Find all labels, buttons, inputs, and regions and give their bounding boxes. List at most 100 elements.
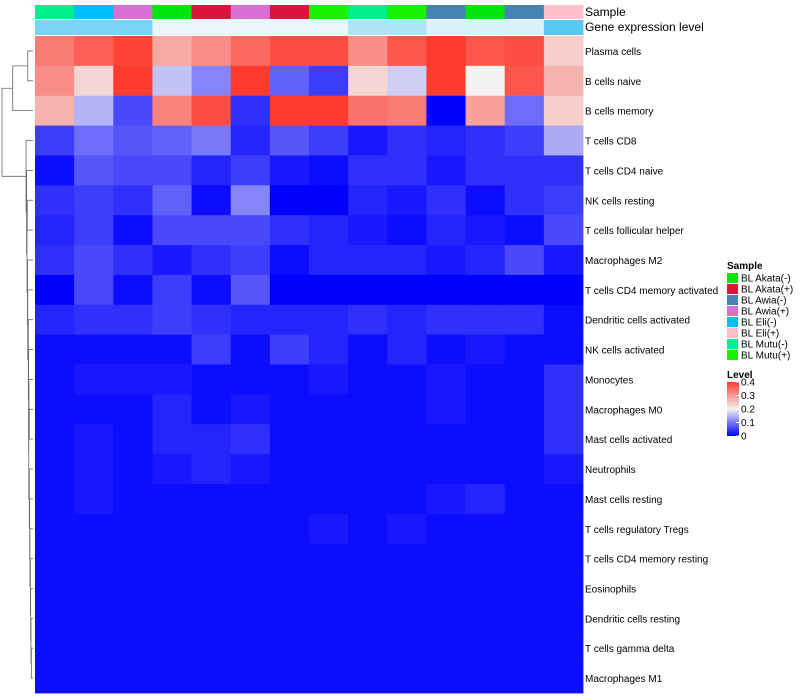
- heatmap-cell: [113, 304, 153, 336]
- heatmap-cell: [35, 185, 75, 216]
- heatmap-cell: [504, 185, 545, 216]
- sample-annotation-cell: [504, 5, 545, 19]
- heatmap-cell: [269, 633, 310, 664]
- heatmap-cell: [387, 304, 427, 336]
- heatmap-cell: [465, 364, 506, 395]
- sample-annotation-cell: [74, 5, 114, 19]
- heatmap-cell: [269, 215, 310, 246]
- heatmap-cell: [387, 603, 427, 634]
- sample-annotation-cell: [113, 5, 153, 19]
- heatmap-cell: [543, 215, 584, 246]
- heatmap-cell: [465, 36, 506, 67]
- heatmap-cell: [152, 454, 192, 485]
- row-label: T cells CD4 memory activated: [585, 286, 718, 297]
- heatmap-cell: [269, 573, 310, 604]
- heatmap-cell: [230, 155, 271, 186]
- heatmap-cell: [504, 155, 545, 186]
- dendrogram-branch: [29, 558, 33, 616]
- heatmap-cell: [543, 633, 584, 664]
- heatmap-cell: [35, 215, 75, 246]
- heatmap-cell: [35, 573, 75, 604]
- heatmap-cell: [543, 304, 584, 336]
- heatmap-cell: [543, 245, 584, 276]
- heatmap-cell: [309, 274, 349, 306]
- heatmap-cell: [230, 274, 271, 306]
- legend-level-tick-label: 0: [741, 432, 747, 443]
- heatmap-cell: [191, 573, 232, 604]
- heatmap-cell: [74, 364, 114, 395]
- dendrogram-branch: [27, 50, 33, 82]
- heatmap-cell: [269, 304, 310, 336]
- heatmap-cell: [348, 334, 388, 365]
- heatmap-cell: [35, 633, 75, 664]
- row-label: NK cells resting: [585, 196, 654, 207]
- heatmap-cell: [191, 454, 232, 485]
- expression-annotation-cell: [348, 20, 388, 35]
- heatmap-cell: [152, 215, 192, 246]
- heatmap-cell: [309, 65, 349, 97]
- heatmap-cell: [504, 603, 545, 634]
- heatmap-cell: [152, 513, 192, 545]
- heatmap-cell: [74, 603, 114, 634]
- row-label: NK cells activated: [585, 346, 664, 357]
- heatmap-cell: [230, 215, 271, 246]
- heatmap-cell: [230, 663, 271, 694]
- heatmap-cell: [309, 513, 349, 545]
- heatmap-cell: [230, 36, 271, 67]
- heatmap-cell: [74, 633, 114, 664]
- heatmap-cell: [35, 125, 75, 156]
- legend-swatch: [727, 306, 738, 316]
- heatmap-cell: [191, 185, 232, 216]
- legend-swatch: [727, 295, 738, 305]
- heatmap-cell: [348, 155, 388, 186]
- heatmap-cell: [269, 274, 310, 306]
- heatmap-cell: [152, 274, 192, 306]
- dendrogram-branch: [1, 87, 27, 177]
- row-dendrogram: [1, 50, 33, 679]
- dendrogram-branch: [27, 259, 33, 326]
- heatmap-cell: [465, 573, 506, 604]
- heatmap-cell: [426, 95, 466, 126]
- heatmap-cell: [426, 573, 466, 604]
- heatmap-cell: [113, 215, 153, 246]
- heatmap-cell: [152, 603, 192, 634]
- expression-annotation-cell: [309, 20, 349, 35]
- heatmap-cell: [113, 95, 153, 126]
- heatmap-cell: [74, 65, 114, 97]
- heatmap-cell: [465, 454, 506, 485]
- legend-level-tick-label: 0.2: [741, 405, 755, 416]
- heatmap-cell: [35, 65, 75, 97]
- heatmap-cell: [152, 304, 192, 336]
- heatmap-cell: [191, 424, 232, 455]
- heatmap-cell: [465, 334, 506, 365]
- heatmap-cell: [543, 454, 584, 485]
- heatmap-cell: [230, 334, 271, 365]
- heatmap-cell: [230, 65, 271, 97]
- heatmap-cell: [504, 215, 545, 246]
- heatmap-cell: [35, 454, 75, 485]
- heatmap-cell: [426, 543, 466, 574]
- heatmap-cell: [426, 125, 466, 156]
- heatmap-cell: [191, 633, 232, 664]
- sample-annotation-label: Sample: [585, 5, 626, 19]
- heatmap-cell: [269, 95, 310, 126]
- heatmap-cell: [74, 125, 114, 156]
- heatmap-cell: [387, 483, 427, 515]
- heatmap-cell: [387, 364, 427, 395]
- heatmap-cell: [426, 633, 466, 664]
- expression-annotation-cell: [35, 20, 75, 35]
- heatmap-cell: [269, 543, 310, 574]
- heatmap-cell: [269, 364, 310, 395]
- heatmap-cell: [269, 483, 310, 515]
- heatmap-cell: [309, 543, 349, 574]
- heatmap-cell: [113, 125, 153, 156]
- legend-item-label: BL Mutu(-): [741, 340, 788, 351]
- heatmap-cell: [309, 185, 349, 216]
- heatmap-cell: [74, 573, 114, 604]
- legend-level-ticks: 0.4 0.3 0.2 0.1 0: [736, 378, 755, 443]
- heatmap-cell: [230, 633, 271, 664]
- heatmap-cell: [74, 36, 114, 67]
- heatmap-cell: [543, 603, 584, 634]
- heatmap-cell: [426, 454, 466, 485]
- heatmap-cell: [387, 185, 427, 216]
